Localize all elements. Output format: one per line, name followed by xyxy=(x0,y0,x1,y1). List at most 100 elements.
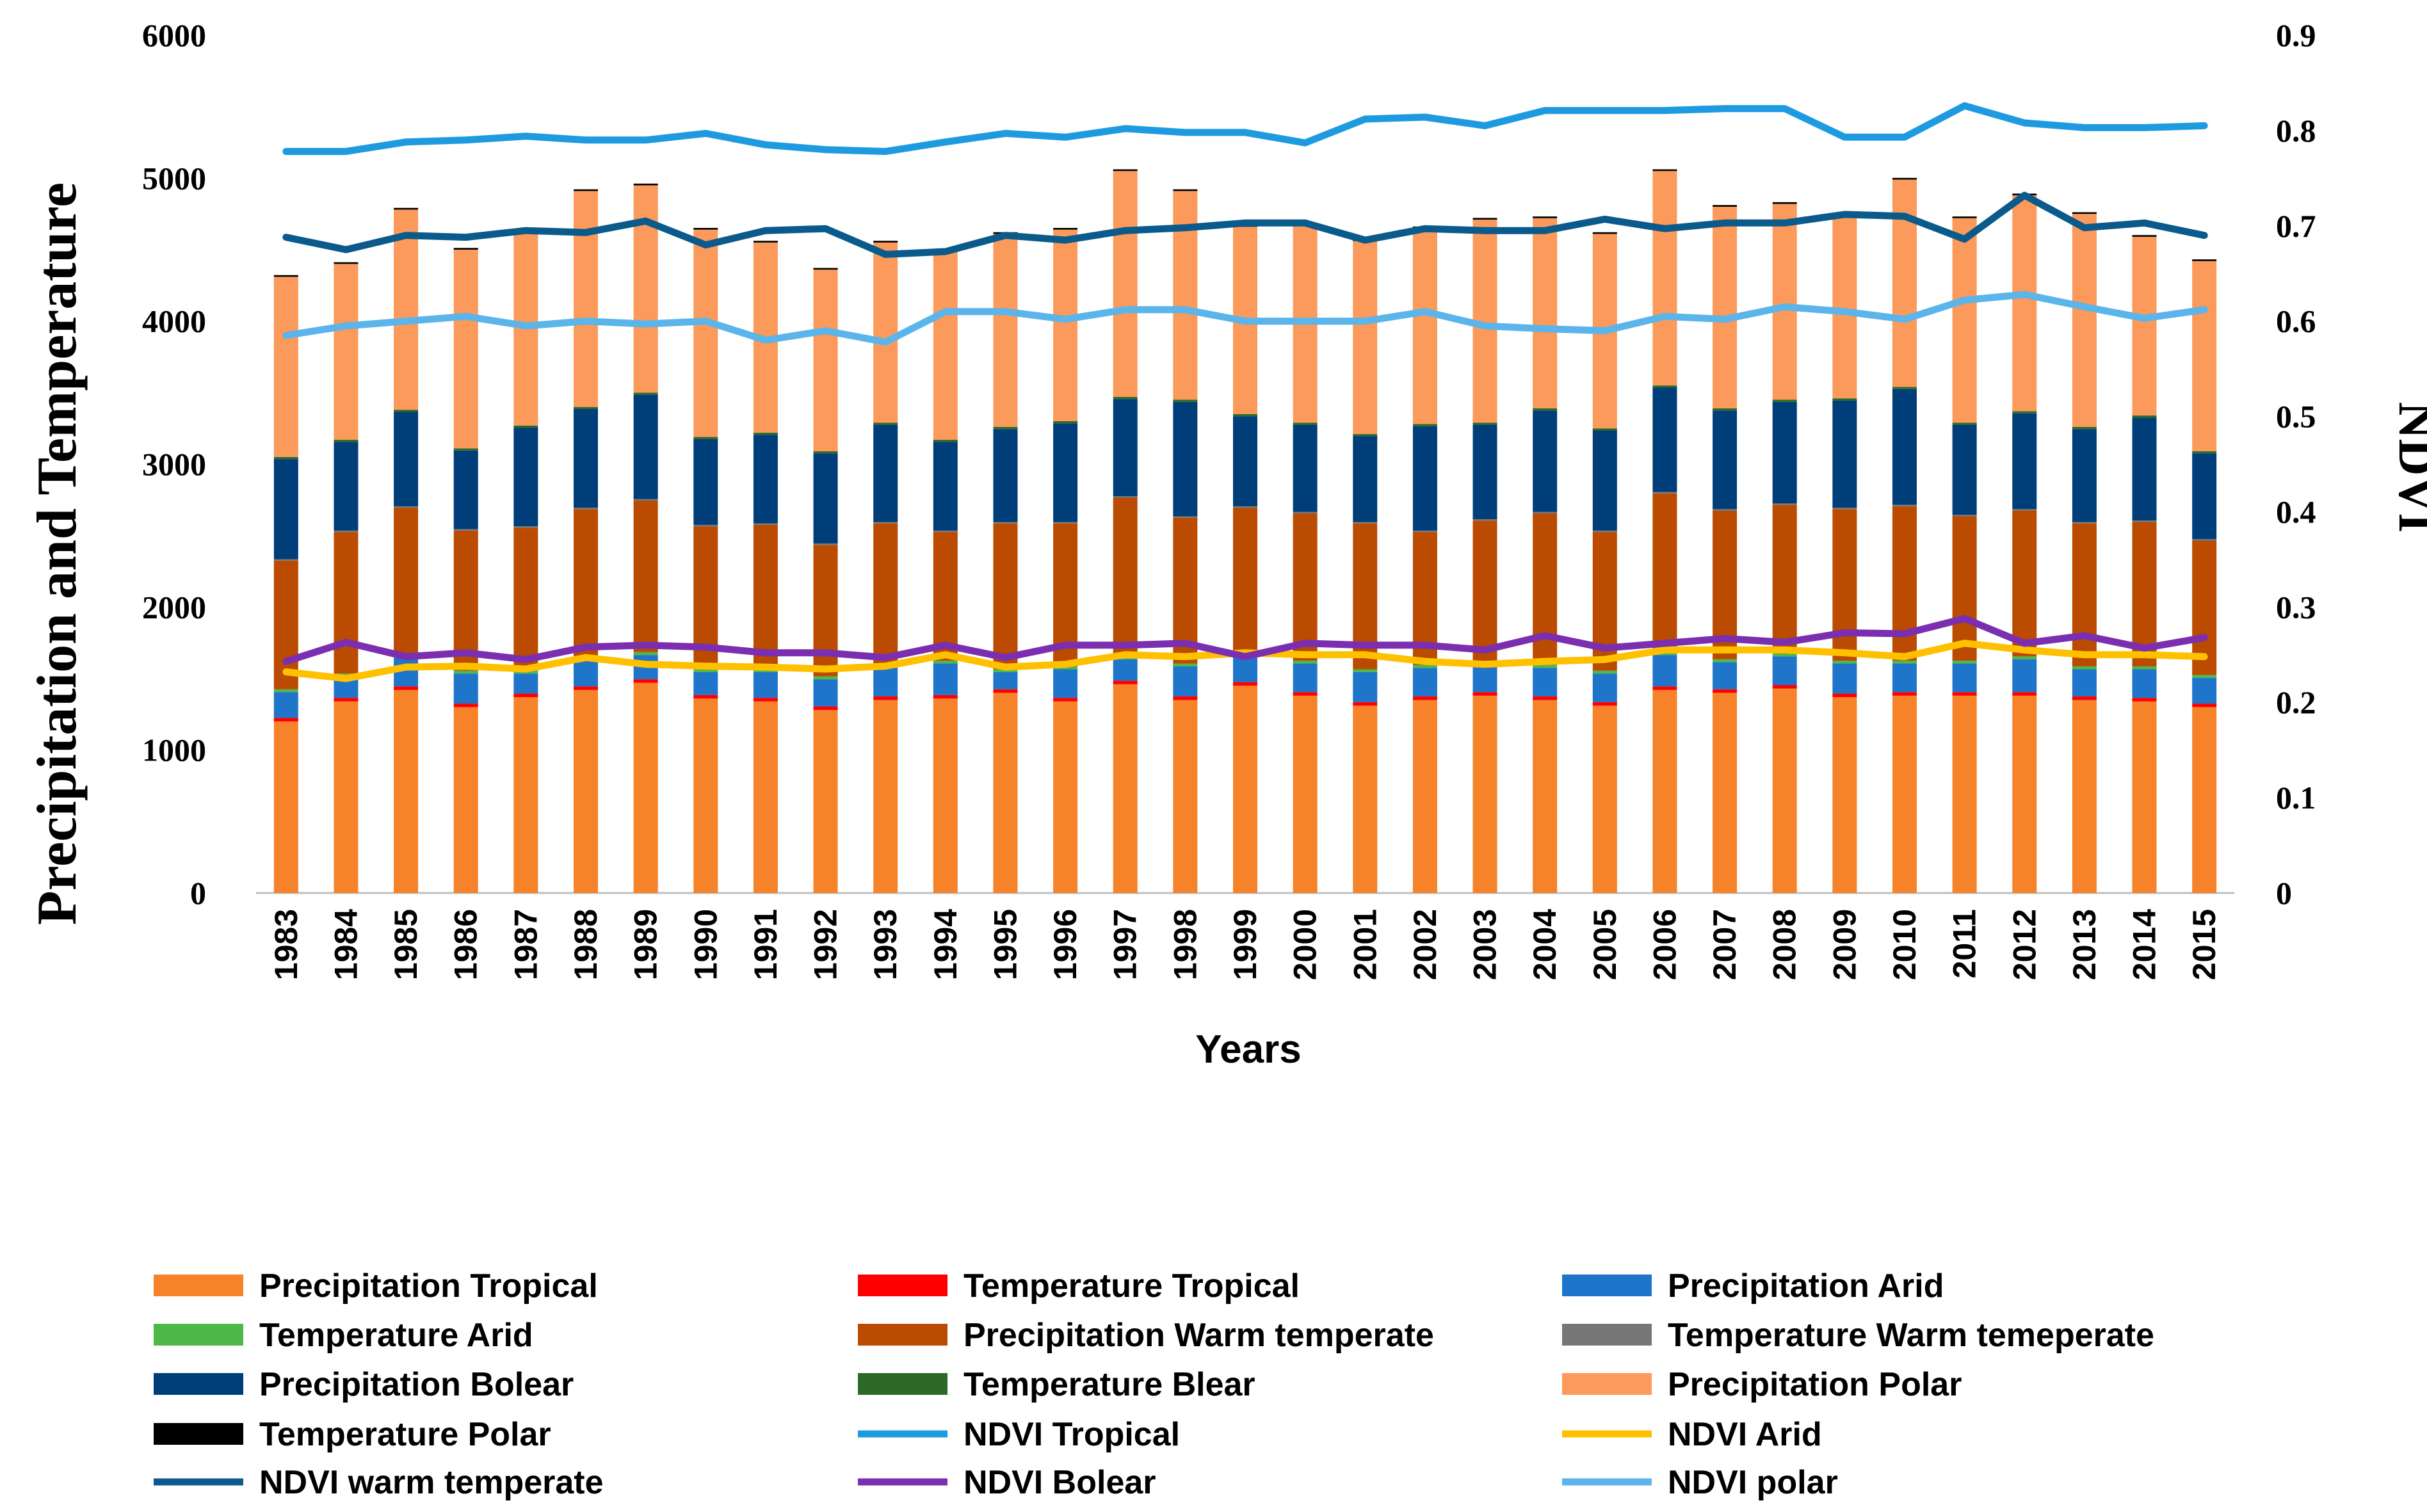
bar-segment xyxy=(2192,540,2217,675)
bar-segment xyxy=(1173,189,1198,191)
bar-segment xyxy=(2012,659,2037,693)
bar-segment xyxy=(334,442,359,531)
x-tick-label: 2010 xyxy=(1887,909,1923,980)
bar-segment xyxy=(2012,411,2037,414)
bar-segment xyxy=(513,428,538,527)
legend-label: Precipitation Arid xyxy=(1668,1267,1944,1305)
bar-segment xyxy=(1472,692,1497,696)
bar-segment xyxy=(1772,202,1797,204)
x-tick-label: 1998 xyxy=(1167,909,1203,980)
bar-segment xyxy=(1713,693,1738,893)
bar-segment xyxy=(1533,218,1558,408)
y2-tick-label: 0.2 xyxy=(2276,684,2316,720)
legend-label: Temperature Polar xyxy=(259,1416,551,1453)
bar-segment xyxy=(1053,701,1078,893)
bar-segment xyxy=(1892,389,1917,505)
y2-tick-label: 0 xyxy=(2276,875,2292,911)
bar-segment xyxy=(813,451,838,454)
bar-segment xyxy=(1713,410,1738,510)
x-tick-label: 2005 xyxy=(1587,909,1623,980)
legend-swatch xyxy=(1562,1373,1652,1395)
bar-segment xyxy=(993,669,1018,672)
bar-segment xyxy=(273,721,298,893)
bar-segment xyxy=(1713,509,1738,511)
bar-segment xyxy=(2192,451,2217,454)
bar-segment xyxy=(1772,656,1797,686)
x-tick-label: 1987 xyxy=(508,909,544,980)
bar-segment xyxy=(993,429,1018,522)
bar-segment xyxy=(1652,385,1677,388)
bar-segment xyxy=(1113,684,1138,893)
bar-segment xyxy=(1533,216,1558,218)
bar-segment xyxy=(813,269,838,451)
bar-segment xyxy=(1353,434,1378,437)
bar-segment xyxy=(693,524,718,527)
bar-segment xyxy=(1472,520,1497,664)
bar-segment xyxy=(1113,399,1138,497)
bar-segment xyxy=(273,559,298,561)
bar-segment xyxy=(394,686,419,690)
bar-segment xyxy=(1952,422,1977,425)
bar-segment xyxy=(2192,539,2217,541)
legend-swatch xyxy=(1562,1324,1652,1346)
bar-segment xyxy=(1892,663,1917,693)
y-tick-label: 0 xyxy=(190,875,206,911)
legend-entry: NDVI Bolear xyxy=(858,1464,1156,1501)
bar-segment xyxy=(813,710,838,893)
bar-segment xyxy=(693,669,718,672)
bar-segment xyxy=(453,250,478,449)
bar-segment xyxy=(1173,517,1198,664)
legend-swatch xyxy=(154,1373,243,1395)
bar-segment xyxy=(1113,496,1138,498)
bar-segment xyxy=(1472,695,1497,893)
bar-segment xyxy=(453,450,478,529)
legend-swatch xyxy=(154,1324,243,1346)
legend-label: NDVI Tropical xyxy=(964,1416,1180,1453)
bar-segment xyxy=(693,229,718,437)
bar-segment xyxy=(633,394,658,499)
legend-label: Precipitation Tropical xyxy=(259,1267,598,1305)
bar-segment xyxy=(873,422,898,425)
legend: Precipitation Tropical Temperature Tropic… xyxy=(154,1267,2154,1501)
bar-segment xyxy=(2012,510,2037,657)
bar-segment xyxy=(2192,453,2217,540)
bar-segment xyxy=(1952,661,1977,664)
bar-segment xyxy=(1533,408,1558,411)
bar-segment xyxy=(1892,695,1917,893)
bar-segment xyxy=(273,718,298,721)
bar-segment xyxy=(633,682,658,893)
bar-segment xyxy=(453,248,478,250)
bar-segment xyxy=(1412,696,1437,700)
bar-segment xyxy=(2072,214,2097,427)
legend-entry: Temperature Tropical xyxy=(858,1267,1300,1305)
bar-segment xyxy=(1412,668,1437,696)
bar-segment xyxy=(1233,416,1257,506)
bar-segment xyxy=(1892,387,1917,389)
legend-entry: Temperature Arid xyxy=(154,1317,533,1354)
legend-entry: NDVI Tropical xyxy=(858,1416,1180,1453)
bar-segment xyxy=(513,693,538,698)
bar-segment xyxy=(574,509,598,658)
bar-segment xyxy=(273,689,298,693)
bar-segment xyxy=(933,698,958,893)
bar-segment xyxy=(1053,228,1078,230)
bar-segment xyxy=(693,695,718,699)
bar-segment xyxy=(873,696,898,700)
bar-segment xyxy=(693,437,718,439)
x-tick-label: 2007 xyxy=(1707,909,1743,980)
bar-segment xyxy=(1472,422,1497,425)
bar-segment xyxy=(1533,410,1558,512)
legend-label: Precipitation Warm temperate xyxy=(964,1317,1434,1354)
legend-entry: Precipitation Tropical xyxy=(154,1267,598,1305)
bar-segment xyxy=(1652,493,1677,652)
bar-segment xyxy=(1293,663,1318,693)
legend-entry: Precipitation Polar xyxy=(1562,1366,1962,1403)
bar-segment xyxy=(933,695,958,699)
bar-segment xyxy=(574,191,598,407)
bar-segment xyxy=(1472,218,1497,220)
bar-segment xyxy=(2072,666,2097,670)
bar-segment xyxy=(1592,430,1617,531)
legend-entry: NDVI Arid xyxy=(1562,1416,1822,1453)
bar-segment xyxy=(2132,417,2157,521)
bar-segment xyxy=(1293,695,1318,893)
